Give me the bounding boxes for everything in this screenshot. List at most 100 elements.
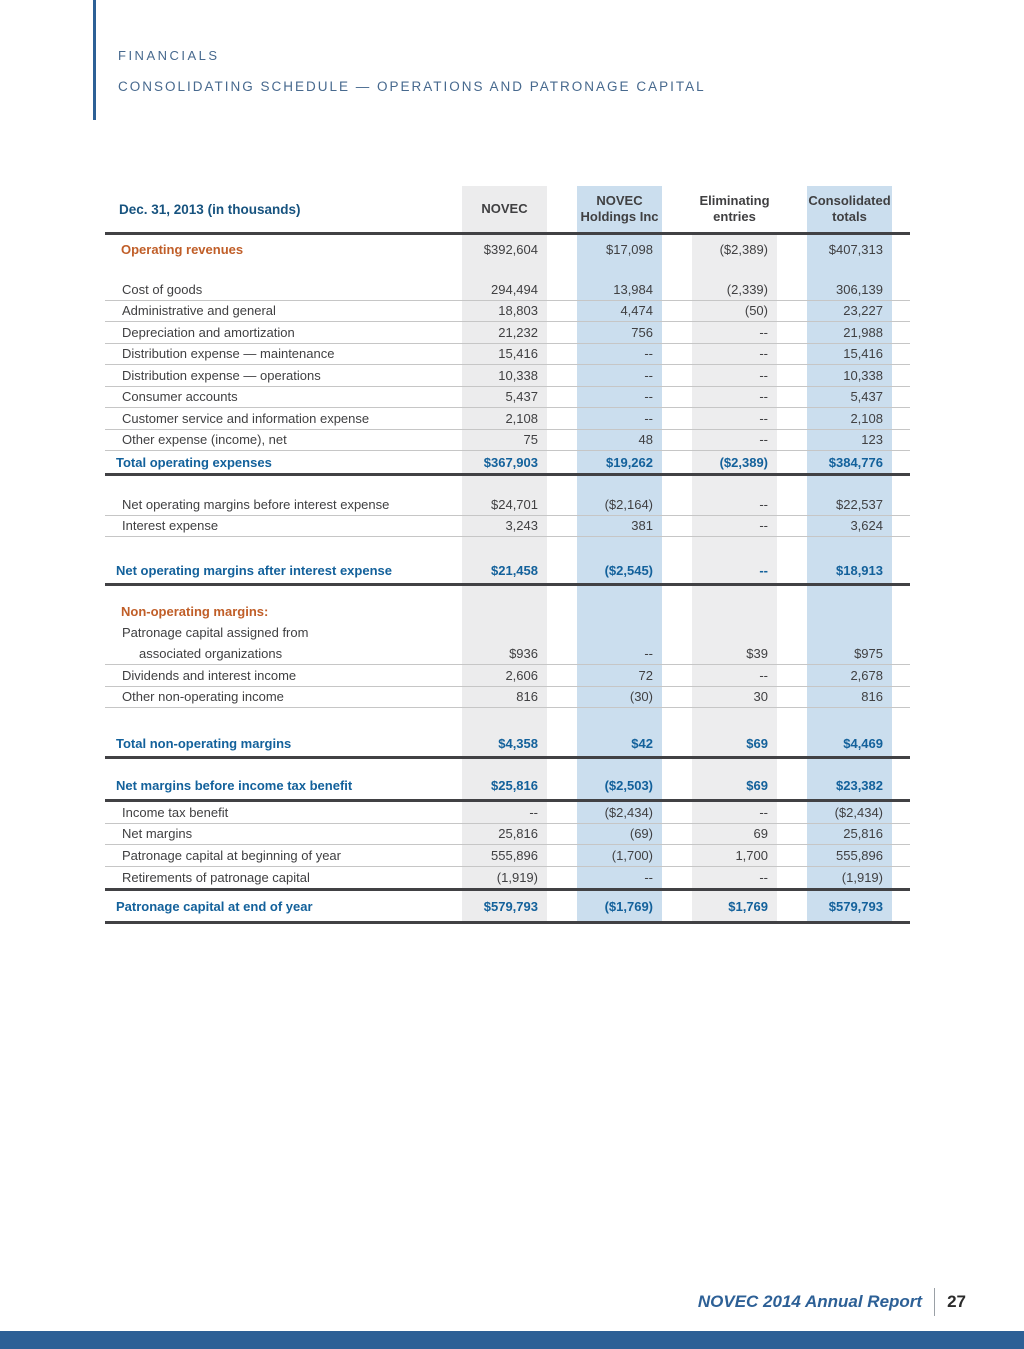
row-label: Retirements of patronage capital: [122, 869, 310, 885]
row-value: 294,494: [491, 281, 538, 297]
row-value: 555,896: [491, 847, 538, 863]
table-header-row: Dec. 31, 2013 (in thousands) NOVEC NOVEC…: [105, 186, 910, 232]
row-value: 816: [516, 689, 538, 705]
row-value: $19,262: [606, 454, 653, 470]
row-label: Net margins: [122, 826, 193, 842]
row-label: Depreciation and amortization: [122, 324, 295, 340]
row-value: 5,437: [850, 389, 883, 405]
row-value: 72: [638, 667, 653, 683]
heavy-rule: [105, 473, 910, 476]
row-value: $18,913: [836, 562, 883, 578]
row-label: Consumer accounts: [122, 389, 238, 405]
heavy-rule: [105, 583, 910, 586]
row-label: Dividends and interest income: [122, 667, 297, 683]
consolidating-table: Dec. 31, 2013 (in thousands) NOVEC NOVEC…: [105, 186, 910, 924]
row-value: --: [644, 389, 653, 405]
row-value: 816: [861, 689, 883, 705]
row-value: 21,232: [498, 324, 538, 340]
table-row: Administrative and general 18,803 4,474 (50…: [105, 301, 910, 322]
column-header-consolidated: Consolidated totals: [808, 193, 891, 224]
page-number: 27: [947, 1292, 966, 1311]
row-value: --: [759, 562, 768, 578]
date-label: Dec. 31, 2013 (in thousands): [119, 201, 301, 217]
row-value: ($1,769): [604, 898, 653, 914]
row-label: associated organizations: [139, 646, 283, 662]
table-row: Patronage capital at beginning of year 55…: [105, 845, 910, 867]
row-value: $69: [746, 735, 768, 751]
row-value: 4,474: [620, 303, 653, 319]
row-value: ($2,164): [604, 496, 653, 512]
table-row: Customer service and information expense…: [105, 408, 910, 430]
row-label: Other expense (income), net: [122, 432, 287, 448]
row-value: --: [759, 518, 768, 534]
table-row: Patronage capital at end of year $579,793…: [105, 891, 910, 921]
row-value: (1,919): [496, 869, 538, 885]
row-label: Net operating margins after interest exp…: [116, 562, 392, 578]
row-value: 555,896: [836, 847, 883, 863]
row-value: $975: [854, 646, 883, 662]
table-row: Total operating expenses $367,903 $19,262 (…: [105, 451, 910, 473]
row-value: $367,903: [483, 454, 538, 470]
row-value: --: [759, 804, 768, 820]
row-value: 756: [631, 324, 653, 340]
row-value: $24,701: [491, 496, 538, 512]
row-label: Total operating expenses: [116, 454, 272, 470]
row-value: $22,537: [836, 496, 883, 512]
report-title: NOVEC 2014 Annual Report: [697, 1292, 923, 1311]
row-value: $25,816: [491, 777, 538, 793]
row-value: 306,139: [836, 281, 883, 297]
table-row: Retirements of patronage capital (1,919) -…: [105, 867, 910, 889]
row-value: $42: [631, 735, 653, 751]
heavy-rule: [105, 799, 910, 802]
table-row: Interest expense 3,243 381 -- 3,624: [105, 516, 910, 537]
row-value: --: [759, 389, 768, 405]
row-value: 30: [753, 689, 768, 705]
row-value: --: [759, 869, 768, 885]
table-row: Net margins before income tax benefit $25…: [105, 771, 910, 799]
row-label: Administrative and general: [122, 303, 276, 319]
row-value: 21,988: [843, 324, 883, 340]
section-eyebrow: FINANCIALS: [118, 48, 220, 63]
row-label: Distribution expense — operations: [122, 367, 321, 383]
row-value: 2,678: [850, 667, 883, 683]
row-label: Patronage capital at beginning of year: [122, 847, 341, 863]
row-value: $4,358: [498, 735, 538, 751]
row-value: $69: [746, 777, 768, 793]
row-value: 69: [753, 826, 768, 842]
row-value: $407,313: [828, 241, 883, 257]
row-value: 2,606: [505, 667, 538, 683]
page-footer: NOVEC 2014 Annual Report 27: [698, 1288, 966, 1316]
row-label: Interest expense: [122, 518, 219, 534]
table-row: Net margins 25,816 (69) 69 25,816: [105, 824, 910, 845]
row-value: $21,458: [491, 562, 538, 578]
footer-divider: [934, 1288, 936, 1316]
table-row: Depreciation and amortization 21,232 756 --…: [105, 322, 910, 344]
row-value: $17,098: [606, 241, 653, 257]
row-value: 1,700: [735, 847, 768, 863]
row-value: --: [644, 646, 653, 662]
row-label: Net margins before income tax benefit: [116, 777, 353, 793]
row-value: 25,816: [498, 826, 538, 842]
row-value: 18,803: [498, 303, 538, 319]
row-value: 75: [523, 432, 538, 448]
row-value: $579,793: [828, 898, 883, 914]
row-value: $579,793: [483, 898, 538, 914]
row-value: $384,776: [828, 454, 883, 470]
accent-line: [93, 0, 96, 120]
row-value: 23,227: [843, 303, 883, 319]
row-value: 13,984: [613, 281, 653, 297]
row-value: --: [529, 804, 538, 820]
row-value: --: [759, 432, 768, 448]
row-value: $1,769: [728, 898, 768, 914]
row-value: --: [644, 346, 653, 362]
row-label: Other non-operating income: [122, 689, 284, 705]
row-value: 123: [861, 432, 883, 448]
row-label: Distribution expense — maintenance: [122, 346, 335, 362]
table-row: Net operating margins before interest ex…: [105, 494, 910, 516]
row-value: --: [759, 346, 768, 362]
eliminating-column-band: [692, 235, 777, 924]
row-value: ($2,545): [604, 562, 653, 578]
row-value: --: [759, 410, 768, 426]
row-label: Cost of goods: [122, 281, 203, 297]
